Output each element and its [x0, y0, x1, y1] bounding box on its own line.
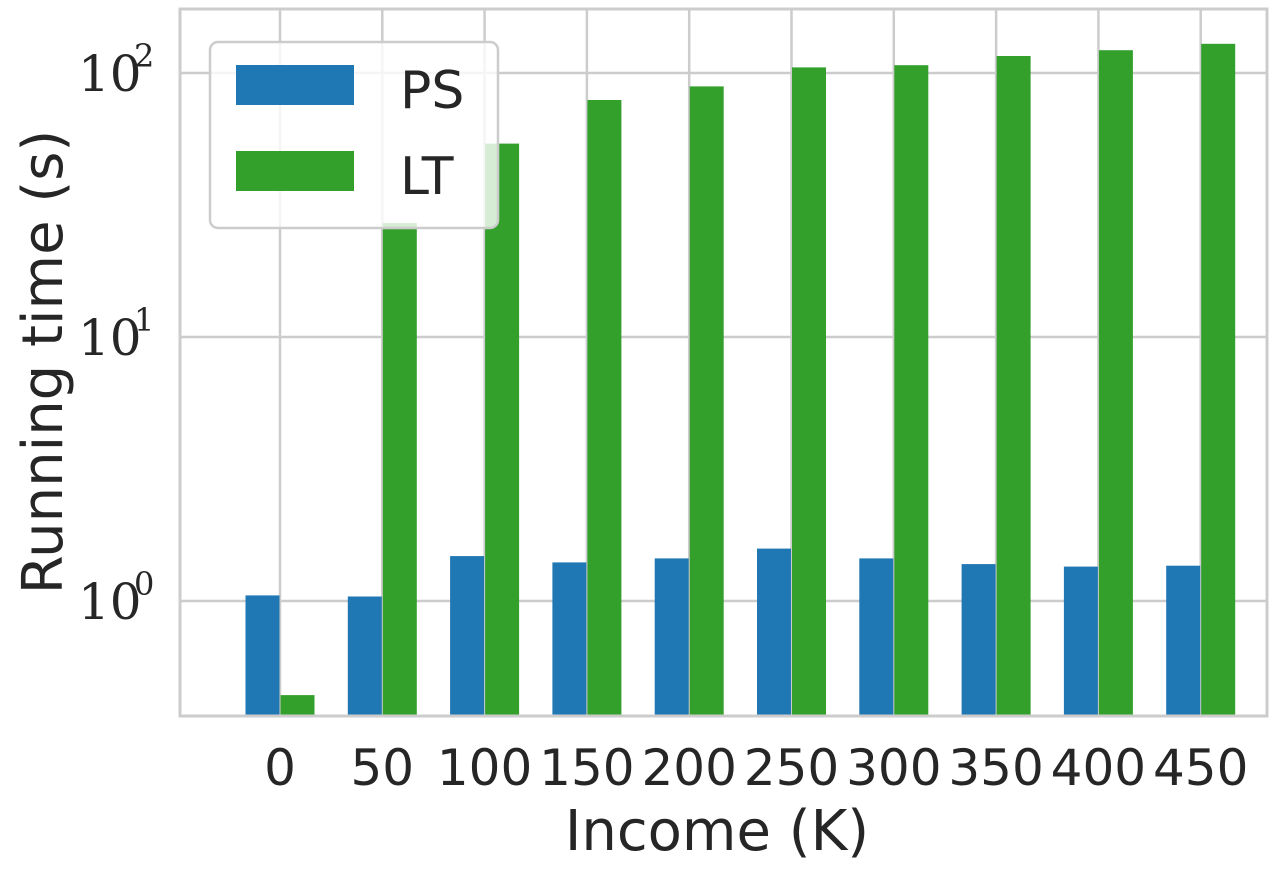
x-tick-label: 350 [948, 739, 1043, 797]
bar-ps [245, 595, 280, 716]
bar-lt [1201, 43, 1236, 717]
x-tick-label: 0 [264, 739, 296, 797]
y-tick-label: 102 [78, 37, 154, 103]
x-tick-label: 100 [437, 739, 532, 797]
bar-lt [382, 223, 417, 716]
x-tick-label: 450 [1153, 739, 1248, 797]
x-tick-label: 250 [744, 739, 839, 797]
y-tick-base: 10 [78, 573, 142, 631]
bar-lt [894, 65, 929, 716]
bar-ps [757, 548, 791, 716]
bar-ps [450, 556, 485, 716]
bar-lt [587, 100, 622, 716]
bars-layer [245, 43, 1236, 717]
bar-lt [1098, 50, 1133, 716]
x-axis-title: Income (K) [565, 799, 869, 864]
y-tick-exponent: 1 [134, 301, 154, 339]
legend-label-lt: LT [400, 147, 454, 207]
legend-swatch-lt [236, 151, 354, 191]
y-axis-title: Running time (s) [11, 130, 76, 594]
x-tick-labels: 0 50 100 150 200 250 300 350 400 450 [264, 739, 1248, 797]
x-tick-label: 300 [846, 739, 941, 797]
bar-ps [1166, 565, 1201, 716]
x-tick-label: 50 [350, 739, 414, 797]
bar-ps [961, 564, 996, 716]
bar-lt [996, 56, 1031, 716]
legend: PS LT [208, 40, 500, 230]
y-tick-base: 10 [78, 45, 142, 103]
bar-ps [859, 558, 894, 716]
bar-ps [552, 562, 587, 716]
bar-ps [654, 558, 689, 716]
legend-label-ps: PS [400, 61, 464, 121]
bar-ps [347, 596, 382, 716]
y-tick-exponent: 2 [134, 37, 154, 75]
legend-swatch-ps [236, 65, 354, 105]
bar-lt [792, 67, 826, 716]
x-tick-label: 400 [1051, 739, 1146, 797]
bar-ps [1063, 566, 1098, 716]
x-tick-label: 200 [641, 739, 736, 797]
y-tick-label: 100 [78, 565, 154, 631]
bar-lt [689, 86, 724, 716]
bar-lt [280, 695, 315, 716]
bar-lt [485, 143, 520, 717]
y-tick-exponent: 0 [134, 565, 154, 603]
plot-frame [178, 7, 1269, 718]
y-tick-label: 101 [78, 301, 154, 367]
x-tick-label: 150 [539, 739, 634, 797]
y-tick-base: 10 [78, 309, 142, 367]
